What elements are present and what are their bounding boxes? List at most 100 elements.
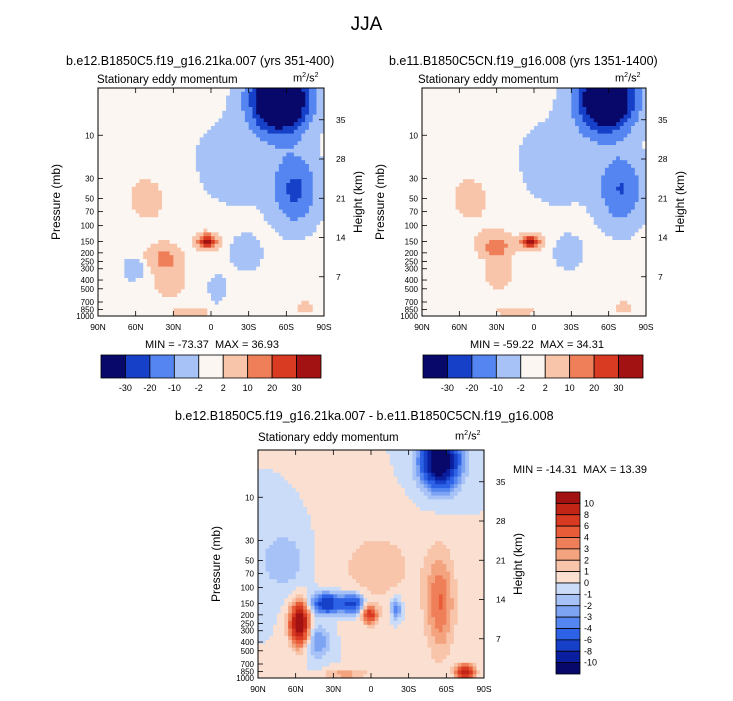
- field-cell: [286, 95, 291, 100]
- field-cell: [214, 145, 220, 150]
- field-cell: [297, 156, 302, 161]
- field-cell: [271, 247, 276, 252]
- field-cell: [425, 164, 431, 169]
- field-cell: [113, 186, 118, 192]
- field-cell: [237, 118, 242, 123]
- field-cell: [143, 202, 148, 207]
- field-cell: [563, 95, 569, 100]
- field-cell: [422, 145, 427, 150]
- field-cell: [139, 114, 144, 119]
- field-cell: [530, 91, 535, 97]
- field-cell: [463, 129, 468, 135]
- field-cell: [316, 164, 321, 169]
- field-cell: [139, 312, 144, 316]
- field-cell: [263, 247, 269, 252]
- field-cell: [173, 179, 178, 184]
- field-cell: [195, 145, 201, 150]
- field-cell: [195, 190, 201, 195]
- field-cell: [256, 141, 261, 146]
- field-cell: [98, 133, 103, 138]
- field-cell: [320, 255, 324, 260]
- field-cell: [128, 133, 133, 138]
- field-cell: [211, 99, 216, 104]
- field-cell: [165, 289, 171, 294]
- field-cell: [169, 145, 174, 150]
- field-cell: [101, 114, 107, 119]
- field-cell: [286, 293, 291, 298]
- field-cell: [177, 152, 182, 157]
- field-cell: [165, 217, 171, 222]
- field-cell: [627, 88, 632, 93]
- field-cell: [582, 160, 587, 165]
- field-cell: [459, 126, 464, 131]
- field-cell: [271, 274, 276, 279]
- field-cell: [233, 91, 238, 97]
- field-cell: [278, 183, 284, 188]
- field-cell: [252, 183, 257, 188]
- lat-tick-label: 90S: [316, 322, 331, 332]
- field-cell: [173, 278, 178, 283]
- field-cell: [146, 217, 152, 222]
- field-cell: [500, 164, 505, 169]
- field-cell: [120, 148, 125, 154]
- field-cell: [586, 107, 591, 112]
- field-cell: [316, 171, 321, 176]
- field-cell: [154, 259, 159, 264]
- field-cell: [241, 240, 246, 245]
- field-cell: [320, 293, 324, 298]
- field-cell: [241, 156, 246, 161]
- pressure-tick-label: 500: [81, 285, 95, 294]
- field-cell: [131, 247, 137, 252]
- field-cell: [530, 88, 535, 93]
- field-cell: [507, 99, 513, 104]
- field-cell: [248, 91, 254, 97]
- field-cell: [146, 110, 152, 116]
- field-cell: [252, 205, 257, 211]
- field-cell: [180, 259, 186, 264]
- field-cell: [259, 232, 265, 237]
- field-cell: [124, 262, 129, 268]
- field-cell: [116, 167, 122, 173]
- field-cell: [169, 194, 174, 199]
- field-cell: [203, 217, 208, 222]
- field-cell: [286, 205, 291, 211]
- field-cell: [241, 110, 246, 116]
- field-cell: [128, 175, 133, 180]
- field-cell: [154, 297, 159, 302]
- field-cell: [195, 129, 201, 135]
- field-cell: [448, 152, 453, 157]
- field-cell: [425, 148, 431, 154]
- field-cell: [199, 274, 205, 279]
- field-cell: [256, 194, 261, 199]
- field-cell: [184, 175, 189, 180]
- field-cell: [150, 266, 156, 271]
- field-cell: [290, 228, 295, 233]
- field-cell: [128, 228, 133, 233]
- field-cell: [252, 133, 257, 138]
- field-cell: [478, 95, 483, 100]
- field-cell: [515, 137, 520, 142]
- field-cell: [301, 190, 306, 195]
- field-cell: [154, 107, 159, 112]
- field-cell: [593, 99, 599, 104]
- field-cell: [597, 126, 602, 131]
- field-cell: [211, 126, 216, 131]
- field-cell: [593, 164, 599, 169]
- field-cell: [597, 156, 602, 161]
- field-cell: [139, 262, 144, 268]
- field-cell: [184, 274, 189, 279]
- field-cell: [146, 285, 152, 290]
- field-cell: [218, 209, 223, 214]
- field-cell: [192, 285, 197, 290]
- field-cell: [278, 141, 284, 146]
- field-cell: [229, 213, 235, 218]
- field-cell: [173, 281, 178, 287]
- field-cell: [301, 103, 306, 108]
- field-cell: [207, 281, 212, 287]
- field-cell: [593, 118, 599, 123]
- field-cell: [158, 103, 163, 108]
- field-cell: [169, 209, 174, 214]
- field-cell: [237, 122, 242, 127]
- field-cell: [154, 224, 159, 230]
- field-cell: [113, 179, 118, 184]
